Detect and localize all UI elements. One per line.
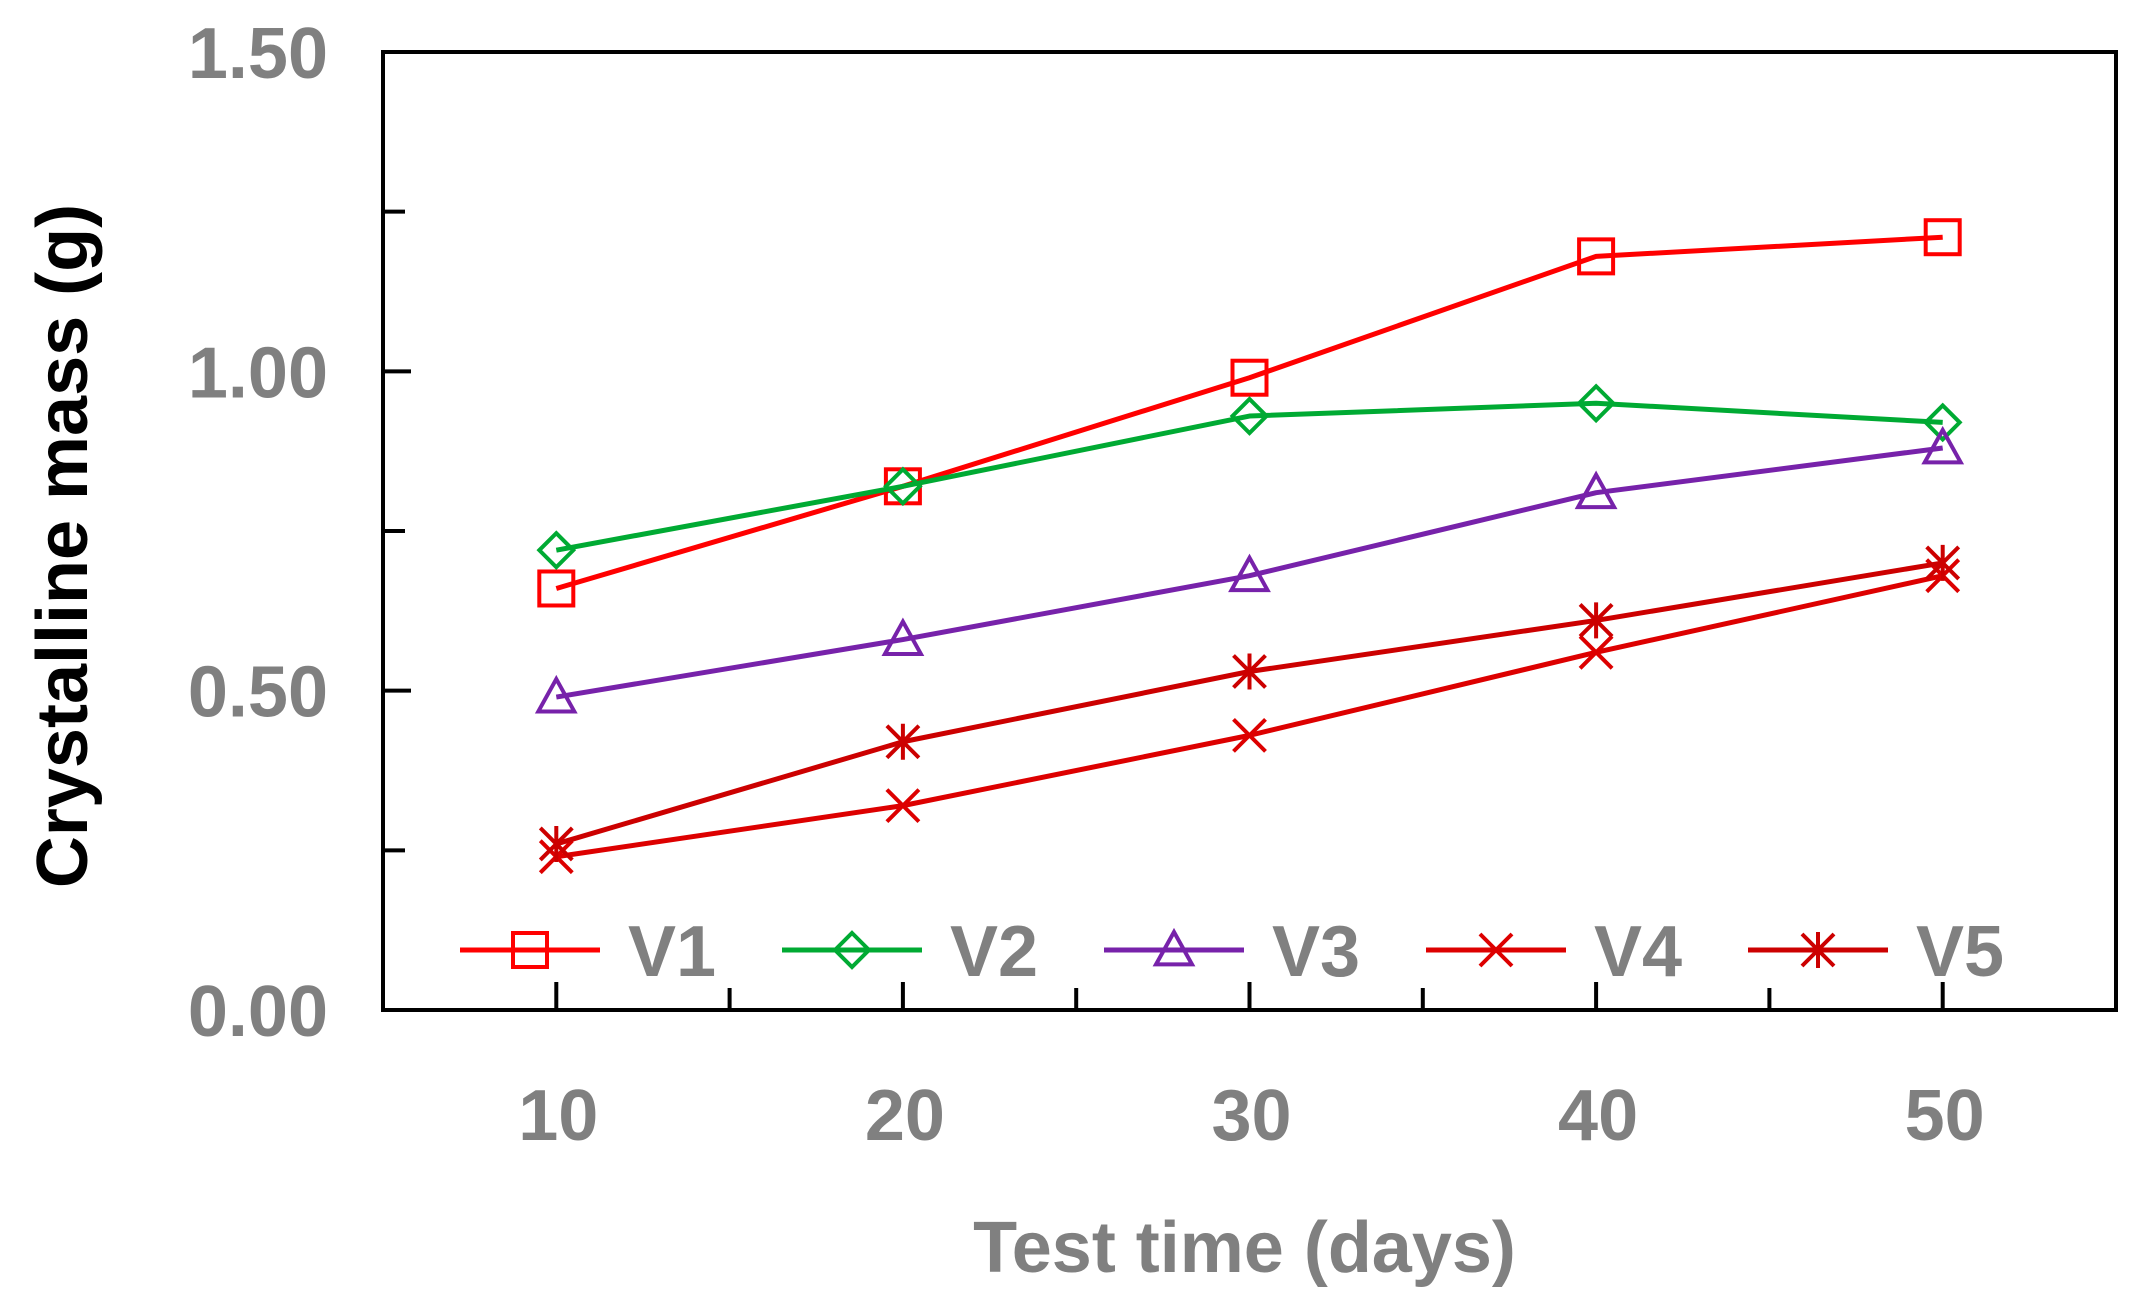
x-tick-label: 50 bbox=[1905, 1076, 1985, 1156]
y-tick-label: 0.00 bbox=[188, 972, 328, 1052]
data-point-v4 bbox=[1232, 717, 1267, 753]
legend-entry-v3: V3 bbox=[1104, 912, 1360, 992]
legend-label: V1 bbox=[628, 912, 716, 992]
series-line-v5 bbox=[555, 560, 1944, 847]
data-point-v3 bbox=[1921, 425, 1965, 465]
legend: V1 V2 V3 V4 V5 bbox=[460, 912, 2004, 992]
series-line-v3 bbox=[555, 445, 1944, 700]
data-point-v1 bbox=[537, 569, 576, 608]
x-tick-label: 30 bbox=[1211, 1076, 1291, 1156]
y-tick-label: 1.50 bbox=[188, 14, 328, 94]
legend-entry-v5: V5 bbox=[1748, 912, 2004, 992]
series-line-v1 bbox=[555, 234, 1943, 591]
series-v3 bbox=[534, 425, 1965, 714]
plot-area-frame bbox=[381, 50, 2118, 1012]
legend-marker bbox=[832, 930, 872, 970]
legend-marker bbox=[1800, 932, 1836, 968]
data-point-v3 bbox=[1574, 470, 1618, 510]
data-point-v2 bbox=[536, 530, 577, 570]
legend-label: V4 bbox=[1594, 912, 1682, 992]
data-point-v4 bbox=[1578, 634, 1614, 670]
series-v2 bbox=[536, 383, 1963, 570]
data-point-v3 bbox=[1228, 553, 1271, 593]
data-point-v2 bbox=[1576, 383, 1616, 424]
data-point-v1 bbox=[1923, 218, 1962, 257]
data-point-v3 bbox=[534, 674, 578, 714]
series-line-v2 bbox=[555, 400, 1943, 553]
x-axis-title: Test time (days) bbox=[973, 1208, 1516, 1288]
x-tick-label: 10 bbox=[518, 1076, 598, 1156]
legend-label: V3 bbox=[1272, 912, 1360, 992]
data-point-v2 bbox=[1922, 402, 1963, 443]
y-axis-title: Crystalline mass (g) bbox=[23, 204, 103, 888]
data-point-v1 bbox=[1577, 237, 1616, 276]
data-point-v4 bbox=[885, 788, 921, 824]
y-tick-label: 1.00 bbox=[188, 333, 328, 413]
data-point-v2 bbox=[883, 466, 923, 507]
data-point-v5 bbox=[1925, 544, 1961, 581]
legend-entry-v2: V2 bbox=[782, 912, 1038, 992]
y-tick-label: 0.50 bbox=[188, 653, 328, 733]
data-point-v5 bbox=[1578, 602, 1614, 639]
series-v5 bbox=[538, 544, 1961, 862]
x-tick-label: 20 bbox=[865, 1076, 945, 1156]
legend-marker bbox=[1152, 927, 1196, 967]
data-point-v5 bbox=[538, 825, 574, 862]
data-point-v3 bbox=[881, 617, 925, 656]
series-v4 bbox=[538, 558, 1961, 875]
legend-entry-v1: V1 bbox=[460, 912, 716, 992]
data-point-v2 bbox=[1229, 396, 1270, 436]
legend-label: V5 bbox=[1916, 912, 2004, 992]
data-point-v1 bbox=[1230, 358, 1269, 397]
legend-marker bbox=[511, 931, 549, 969]
legend-label: V2 bbox=[950, 912, 1038, 992]
x-tick-label: 40 bbox=[1558, 1076, 1638, 1156]
data-point-v5 bbox=[1232, 653, 1267, 690]
legend-entry-v4: V4 bbox=[1426, 912, 1682, 992]
series-v1 bbox=[537, 218, 1962, 608]
series-line-v4 bbox=[555, 573, 1944, 860]
data-point-v5 bbox=[885, 723, 921, 760]
legend-marker bbox=[1478, 932, 1514, 968]
